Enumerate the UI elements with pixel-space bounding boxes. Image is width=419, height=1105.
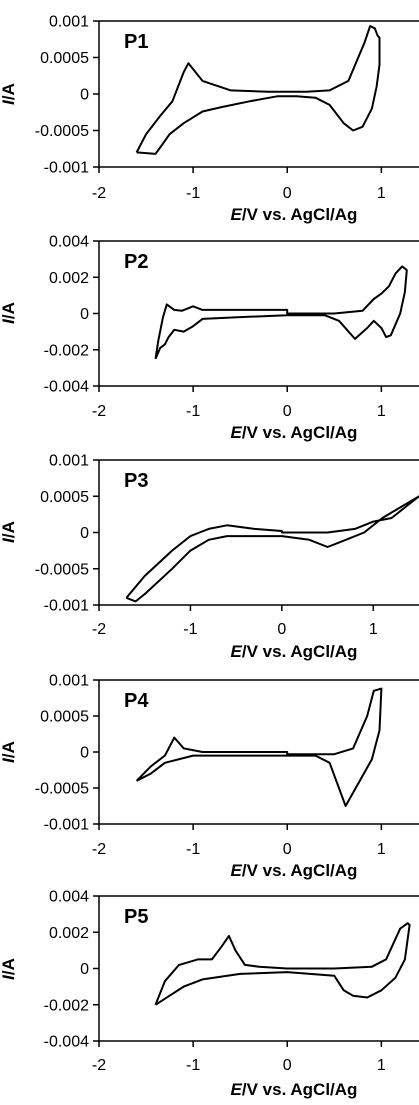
y-tick-label: 0.001 — [49, 453, 89, 470]
x-tick-label: 0 — [283, 1057, 292, 1074]
x-axis-title-rest: /V vs. AgCl/Ag — [242, 861, 358, 880]
panel-title: P1 — [124, 31, 148, 53]
x-axis-title-italic: E — [231, 642, 243, 661]
y-tick-label: -0.004 — [44, 1034, 89, 1051]
x-axis-title: E/V vs. AgCl/Ag — [231, 423, 358, 442]
x-tick-label: 0 — [283, 841, 292, 858]
y-tick-label: -0.0005 — [35, 561, 89, 578]
y-axis-title: I/A — [0, 302, 18, 324]
y-axis-title-italic: I — [0, 757, 18, 763]
y-tick-label: 0.001 — [49, 14, 89, 31]
y-axis-title-italic: I — [0, 99, 18, 105]
x-tick-label: 1 — [369, 621, 378, 638]
y-tick-label: 0.002 — [49, 270, 89, 287]
x-tick-label: -1 — [183, 621, 197, 638]
y-tick-label: -0.0005 — [35, 781, 89, 798]
x-tick-label: -2 — [92, 1057, 106, 1074]
y-axis-title-italic: I — [0, 537, 18, 543]
x-tick-label: -2 — [92, 841, 106, 858]
cv-curve — [125, 495, 419, 603]
y-tick-label: 0.0005 — [40, 50, 89, 67]
x-axis-title: E/V vs. AgCl/Ag — [231, 642, 358, 661]
x-axis-title-italic: E — [231, 1080, 243, 1099]
y-axis-title: I/A — [0, 521, 18, 543]
y-tick-label: 0 — [80, 745, 89, 762]
y-tick-label: 0.002 — [49, 925, 89, 942]
panel-title: P2 — [124, 251, 148, 273]
panel-title: P4 — [124, 690, 149, 712]
y-axis-title-rest: /A — [0, 521, 18, 538]
x-tick-label: 0 — [277, 621, 286, 638]
x-tick-label: -2 — [92, 403, 106, 420]
x-tick-label: -1 — [186, 841, 200, 858]
x-tick-label: 1 — [377, 1057, 386, 1074]
x-tick-label: 0 — [283, 403, 292, 420]
x-tick-label: -2 — [92, 185, 106, 202]
y-tick-label: 0.004 — [49, 889, 89, 906]
y-axis-title: I/A — [0, 958, 18, 980]
y-axis-title: I/A — [0, 83, 18, 105]
panel-3: 0.001 0.0005 0 -0.0005 -0.001-2 -1 0 1 P3 E/V vs.… — [0, 453, 419, 661]
panel-5: 0.004 0.002 0 -0.002 -0.004-2 -1 0 1 P5 E/V vs. A… — [0, 889, 419, 1099]
x-axis-title-rest: /V vs. AgCl/Ag — [242, 423, 358, 442]
y-tick-label: 0.0005 — [40, 489, 89, 506]
x-axis-title-rest: /V vs. AgCl/Ag — [242, 642, 358, 661]
y-tick-label: -0.002 — [44, 342, 89, 359]
y-axis-title-rest: /A — [0, 741, 18, 758]
y-axis-title-italic: I — [0, 318, 18, 324]
cv-curve — [135, 25, 381, 155]
panel-title: P5 — [124, 906, 148, 928]
x-axis-title-italic: E — [231, 205, 243, 224]
panel-2: 0.004 0.002 0 -0.002 -0.004-2 -1 0 1 P2 E/V vs. A… — [0, 234, 419, 442]
x-tick-label: -1 — [186, 403, 200, 420]
x-tick-label: 1 — [377, 403, 386, 420]
x-axis-title-rest: /V vs. AgCl/Ag — [242, 1080, 358, 1099]
y-tick-label: 0 — [80, 87, 89, 104]
y-tick-label: -0.004 — [44, 379, 89, 396]
x-axis-title-italic: E — [231, 423, 243, 442]
y-tick-label: 0 — [80, 525, 89, 542]
x-axis-title-italic: E — [231, 861, 243, 880]
y-tick-label: -0.001 — [44, 598, 89, 615]
y-tick-label: 0 — [80, 961, 89, 978]
y-axis-title-rest: /A — [0, 958, 18, 975]
y-tick-label: -0.001 — [44, 817, 89, 834]
y-axis-title-italic: I — [0, 974, 18, 980]
y-tick-label: -0.0005 — [35, 123, 89, 140]
y-axis-title: I/A — [0, 741, 18, 763]
cv-curve — [154, 265, 408, 360]
x-axis-title: E/V vs. AgCl/Ag — [231, 1080, 358, 1099]
x-tick-label: 1 — [377, 185, 386, 202]
y-tick-label: 0.001 — [49, 673, 89, 690]
y-tick-label: 0.0005 — [40, 709, 89, 726]
x-tick-label: -1 — [186, 185, 200, 202]
y-axis-title-rest: /A — [0, 83, 18, 100]
y-tick-label: -0.001 — [44, 160, 89, 177]
panel-4: 0.001 0.0005 0 -0.0005 -0.001-2 -1 0 1 P4 E/V vs.… — [0, 673, 419, 880]
y-tick-label: 0.004 — [49, 234, 89, 251]
cv-curve — [154, 922, 411, 1006]
panel-title: P3 — [124, 470, 148, 492]
x-axis-title-rest: /V vs. AgCl/Ag — [242, 205, 358, 224]
cv-curve — [135, 687, 383, 807]
y-axis-title-rest: /A — [0, 302, 18, 319]
x-tick-label: -2 — [92, 621, 106, 638]
x-tick-label: 0 — [283, 185, 292, 202]
y-tick-label: 0 — [80, 306, 89, 323]
x-axis-title: E/V vs. AgCl/Ag — [231, 205, 358, 224]
x-axis-title: E/V vs. AgCl/Ag — [231, 861, 358, 880]
panel-1: 0.001 0.0005 0 -0.0005 -0.001-2 -1 0 1 P1 E/V vs.… — [0, 14, 419, 224]
x-tick-label: -1 — [186, 1057, 200, 1074]
x-tick-label: 1 — [377, 841, 386, 858]
y-tick-label: -0.002 — [44, 997, 89, 1014]
